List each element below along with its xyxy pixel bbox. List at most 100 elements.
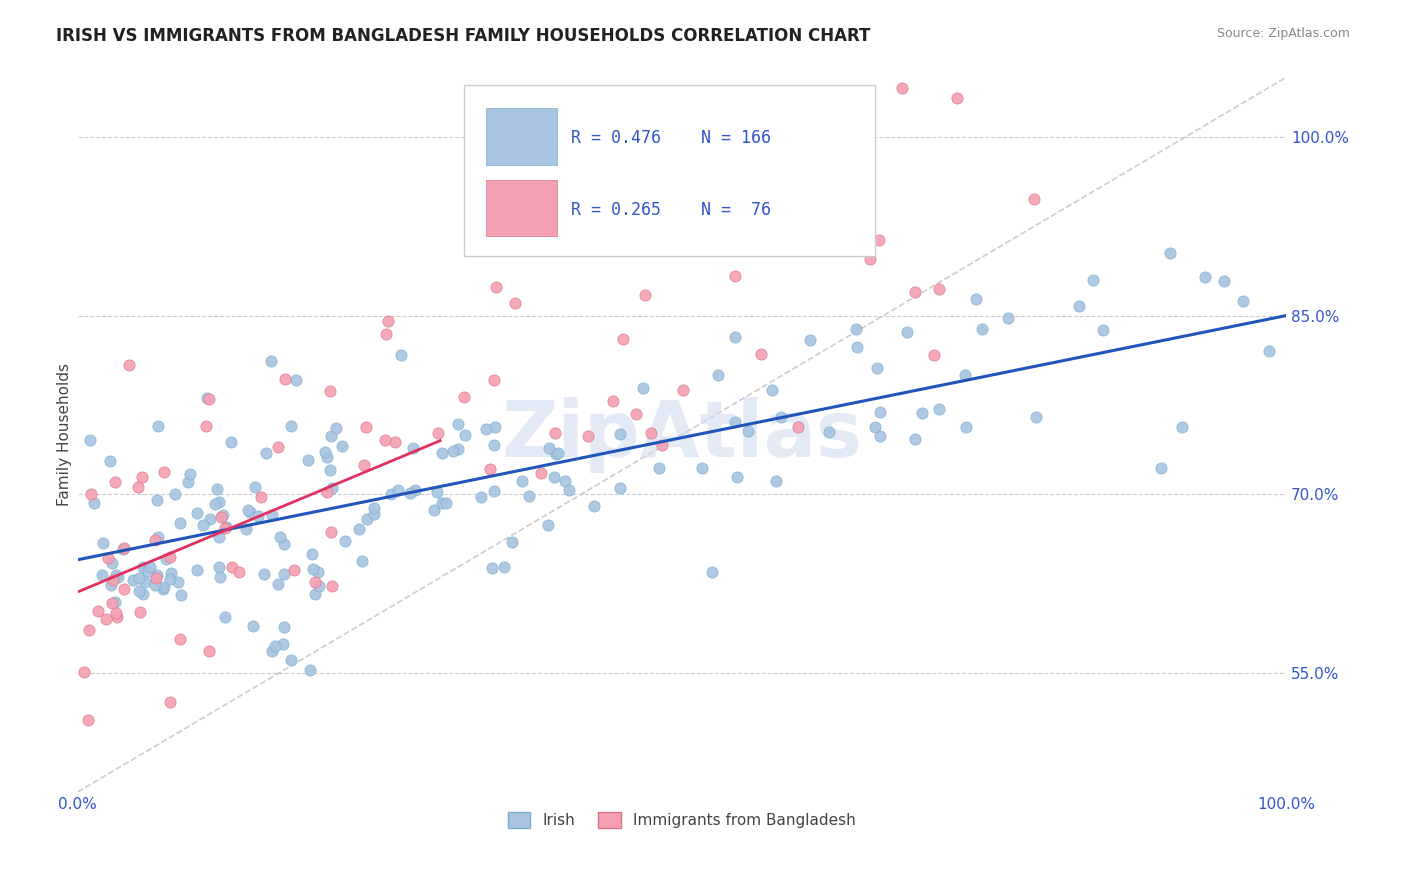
Point: [273, 537, 295, 551]
Point: [543, 470, 565, 484]
Point: [280, 653, 302, 667]
Point: [159, 572, 181, 586]
Point: [208, 570, 231, 584]
Point: [401, 441, 423, 455]
Point: [215, 519, 238, 533]
Point: [249, 490, 271, 504]
Point: [827, 211, 849, 225]
Point: [228, 565, 250, 579]
Point: [283, 563, 305, 577]
Point: [441, 444, 464, 458]
Point: [280, 419, 302, 434]
Point: [356, 512, 378, 526]
Point: [221, 560, 243, 574]
Point: [474, 422, 496, 436]
Point: [384, 434, 406, 449]
Point: [626, 408, 648, 422]
Point: [1024, 192, 1046, 206]
Point: [101, 596, 124, 610]
Point: [104, 475, 127, 490]
Point: [1025, 409, 1047, 424]
Point: [330, 439, 353, 453]
Point: [262, 644, 284, 658]
Point: [761, 384, 783, 398]
Point: [724, 329, 747, 343]
Point: [1150, 461, 1173, 475]
Point: [238, 502, 260, 516]
Point: [198, 644, 221, 658]
Point: [307, 565, 329, 579]
Point: [165, 487, 187, 501]
Point: [859, 252, 882, 266]
Point: [547, 446, 569, 460]
Point: [321, 481, 343, 495]
Point: [200, 512, 222, 526]
Point: [928, 401, 950, 416]
Point: [576, 429, 599, 443]
Point: [159, 550, 181, 565]
Point: [633, 381, 655, 395]
Point: [77, 623, 100, 637]
Text: IRISH VS IMMIGRANTS FROM BANGLADESH FAMILY HOUSEHOLDS CORRELATION CHART: IRISH VS IMMIGRANTS FROM BANGLADESH FAMI…: [56, 27, 870, 45]
Point: [544, 425, 567, 440]
Point: [104, 568, 127, 582]
Legend: Irish, Immigrants from Bangladesh: Irish, Immigrants from Bangladesh: [502, 806, 862, 834]
Point: [284, 373, 307, 387]
Point: [799, 334, 821, 348]
Point: [737, 424, 759, 438]
Point: [87, 604, 110, 618]
Point: [972, 322, 994, 336]
Point: [97, 551, 120, 566]
Point: [205, 482, 228, 496]
Point: [146, 568, 169, 582]
Point: [273, 620, 295, 634]
Point: [868, 233, 890, 247]
Point: [377, 314, 399, 328]
Point: [911, 406, 934, 420]
Point: [166, 574, 188, 589]
Point: [647, 460, 669, 475]
Point: [253, 566, 276, 581]
Point: [484, 419, 506, 434]
Point: [702, 565, 724, 579]
Point: [609, 426, 631, 441]
Point: [538, 442, 561, 456]
Point: [186, 563, 208, 577]
Point: [316, 485, 339, 500]
Point: [426, 485, 449, 500]
Text: R = 0.476    N = 166: R = 0.476 N = 166: [571, 129, 770, 147]
Point: [245, 479, 267, 493]
Point: [169, 632, 191, 646]
Point: [267, 577, 290, 591]
Point: [869, 429, 891, 443]
Point: [482, 437, 505, 451]
Point: [105, 607, 128, 621]
Point: [512, 474, 534, 488]
Point: [806, 138, 828, 153]
Point: [262, 508, 284, 523]
FancyBboxPatch shape: [486, 108, 557, 165]
Point: [111, 542, 134, 557]
Point: [447, 417, 470, 431]
Point: [79, 434, 101, 448]
Point: [817, 425, 839, 440]
Point: [389, 348, 412, 362]
Point: [212, 508, 235, 522]
Point: [100, 578, 122, 592]
Point: [315, 450, 337, 465]
Point: [380, 487, 402, 501]
Point: [399, 485, 422, 500]
Point: [155, 552, 177, 566]
Text: ZipAtlas: ZipAtlas: [502, 397, 862, 473]
Point: [494, 559, 516, 574]
Point: [105, 609, 128, 624]
Point: [432, 446, 454, 460]
Point: [765, 474, 787, 488]
Point: [143, 578, 166, 592]
Point: [72, 665, 94, 679]
Point: [76, 714, 98, 728]
Point: [672, 384, 695, 398]
Point: [481, 561, 503, 575]
Point: [91, 536, 114, 550]
Point: [485, 280, 508, 294]
